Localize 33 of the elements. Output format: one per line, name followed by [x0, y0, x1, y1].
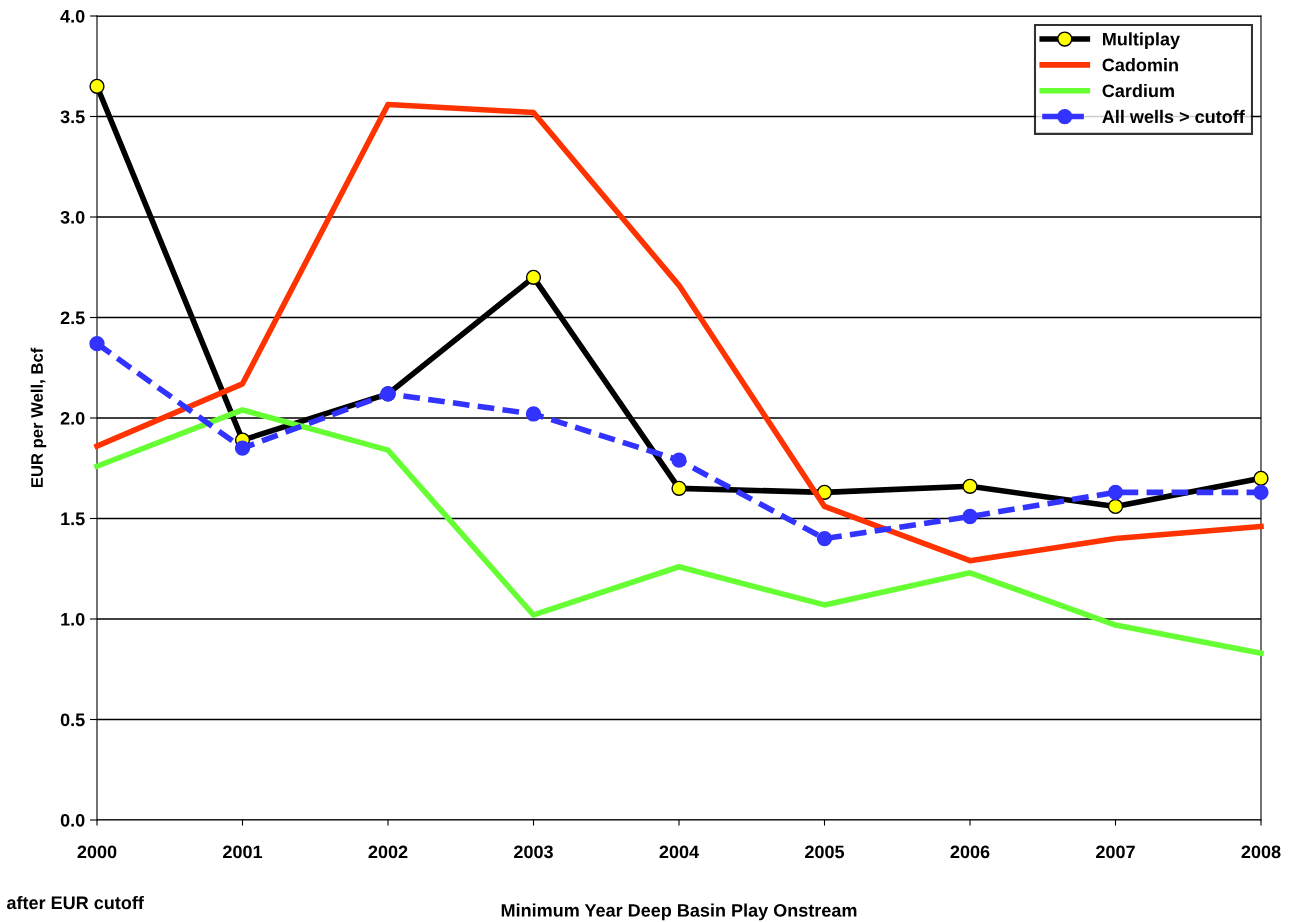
legend-label: All wells > cutoff: [1102, 109, 1245, 124]
point: [671, 452, 687, 468]
x-tick-label: 2005: [805, 845, 845, 859]
y-tick-label: 0.5: [60, 713, 85, 727]
x-tick-label: 2000: [77, 845, 117, 859]
legend-label: Cardium: [1102, 83, 1174, 98]
point: [525, 406, 542, 422]
y-tick-label: 0.0: [60, 813, 85, 827]
point: [234, 440, 251, 456]
x-tick-label: 2002: [368, 845, 408, 859]
point: [89, 335, 105, 352]
y-tick-label: 2.5: [60, 311, 85, 325]
point: [962, 508, 978, 525]
x-tick-label: 2003: [514, 845, 553, 859]
y-tick-label: 2.0: [60, 411, 85, 425]
x-tick-label: 2008: [1241, 845, 1281, 859]
point: [1107, 484, 1124, 501]
text: after EUR cutoff: [6, 895, 144, 910]
y-tick-label: 3.0: [60, 210, 85, 224]
x-axis-title: Minimum Year Deep Basin Play Onstream: [501, 903, 857, 921]
y-axis-title: EUR per Well, Bcf: [30, 347, 47, 488]
y-tick-label: 1.0: [61, 612, 85, 626]
legend-label: Cadomin: [1102, 58, 1178, 72]
point: [1253, 484, 1269, 501]
y-tick-label: 4.0: [60, 9, 85, 23]
point: [816, 530, 833, 547]
x-tick-label: 2007: [1096, 845, 1135, 859]
legend-label: Multiplay: [1103, 32, 1180, 50]
y-tick-label: 3.5: [60, 110, 85, 124]
x-tick-label: 2004: [659, 845, 699, 859]
x-tick-label: 2001: [223, 845, 263, 859]
x-tick-label: 2006: [950, 845, 990, 859]
y-tick-label: 1.5: [61, 512, 85, 526]
